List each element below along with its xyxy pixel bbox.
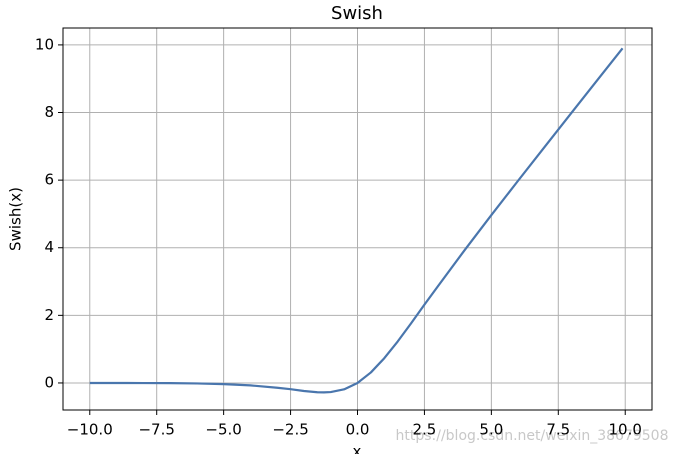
y-tick-label: 10 <box>35 35 54 53</box>
y-tick-label: 0 <box>44 373 54 391</box>
x-axis-label: x <box>353 443 362 454</box>
x-tick-label: −5.0 <box>205 421 241 439</box>
y-tick-label: 2 <box>44 306 54 324</box>
chart-title: Swish <box>331 3 383 24</box>
x-tick-label: 2.5 <box>413 421 437 439</box>
x-tick-label: −7.5 <box>138 421 174 439</box>
x-tick-label: −10.0 <box>67 421 113 439</box>
x-tick-label: −2.5 <box>272 421 308 439</box>
x-tick-label: 5.0 <box>479 421 503 439</box>
plot-frame <box>62 27 653 411</box>
x-tick-label: 7.5 <box>546 421 570 439</box>
y-axis-label: Swish(x) <box>7 187 25 251</box>
x-tick-label: 10.0 <box>609 421 642 439</box>
x-tick-label: 0.0 <box>346 421 370 439</box>
y-tick-label: 4 <box>44 238 54 256</box>
y-tick-label: 6 <box>44 171 54 189</box>
y-tick-label: 8 <box>44 103 54 121</box>
line <box>89 47 624 394</box>
watermark: https://blog.csdn.net/weixin_38679508 <box>395 428 668 444</box>
